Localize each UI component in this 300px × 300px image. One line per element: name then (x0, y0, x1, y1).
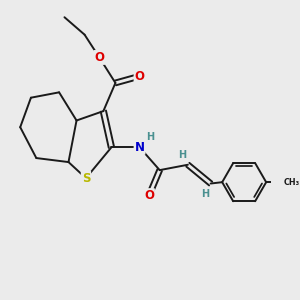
Text: N: N (135, 141, 145, 154)
Text: O: O (94, 51, 104, 64)
Text: CH₃: CH₃ (284, 178, 300, 187)
Text: O: O (144, 189, 154, 202)
Text: S: S (82, 172, 90, 185)
Text: O: O (135, 70, 145, 83)
Text: H: H (201, 189, 209, 199)
Text: H: H (178, 150, 187, 160)
Text: H: H (146, 132, 154, 142)
